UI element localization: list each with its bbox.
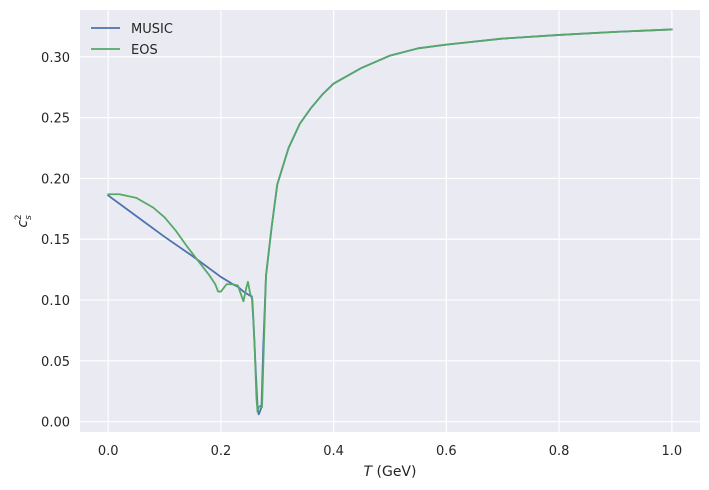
y-tick-label: 0.05 [41,355,70,370]
legend: MUSIC EOS [91,22,173,58]
x-tick-label: 0.4 [323,444,344,459]
plot-area [80,10,700,432]
y-tick-label: 0.15 [41,233,70,248]
y-axis-label-text: cs2 [14,214,34,227]
x-tick-label: 1.0 [661,444,682,459]
y-axis-base: c [15,220,31,228]
grid-lines [80,10,700,432]
x-tick-label: 0.0 [98,444,119,459]
x-axis-unit: (GeV) [372,464,416,480]
x-axis-variable: T [364,464,374,480]
y-axis-label: cs2 [14,214,34,227]
y-axis-subscript: s [24,215,34,220]
series-line-eos [107,28,673,413]
y-tick-labels: 0.00 0.05 0.10 0.15 0.20 0.25 0.30 [41,51,70,431]
legend-label-eos: EOS [131,43,158,58]
series-lines [107,28,673,416]
x-tick-label: 0.8 [549,444,570,459]
legend-label-music: MUSIC [131,22,173,37]
y-tick-label: 0.25 [41,112,70,127]
y-tick-label: 0.20 [41,172,70,187]
y-axis-superscript: 2 [14,214,24,220]
x-tick-label: 0.6 [436,444,457,459]
x-tick-labels: 0.0 0.2 0.4 0.6 0.8 1.0 [98,444,682,459]
x-axis-label: T (GeV) [364,464,417,480]
y-tick-label: 0.00 [41,416,70,431]
y-tick-label: 0.30 [41,51,70,66]
x-tick-label: 0.2 [211,444,232,459]
y-tick-label: 0.10 [41,294,70,309]
